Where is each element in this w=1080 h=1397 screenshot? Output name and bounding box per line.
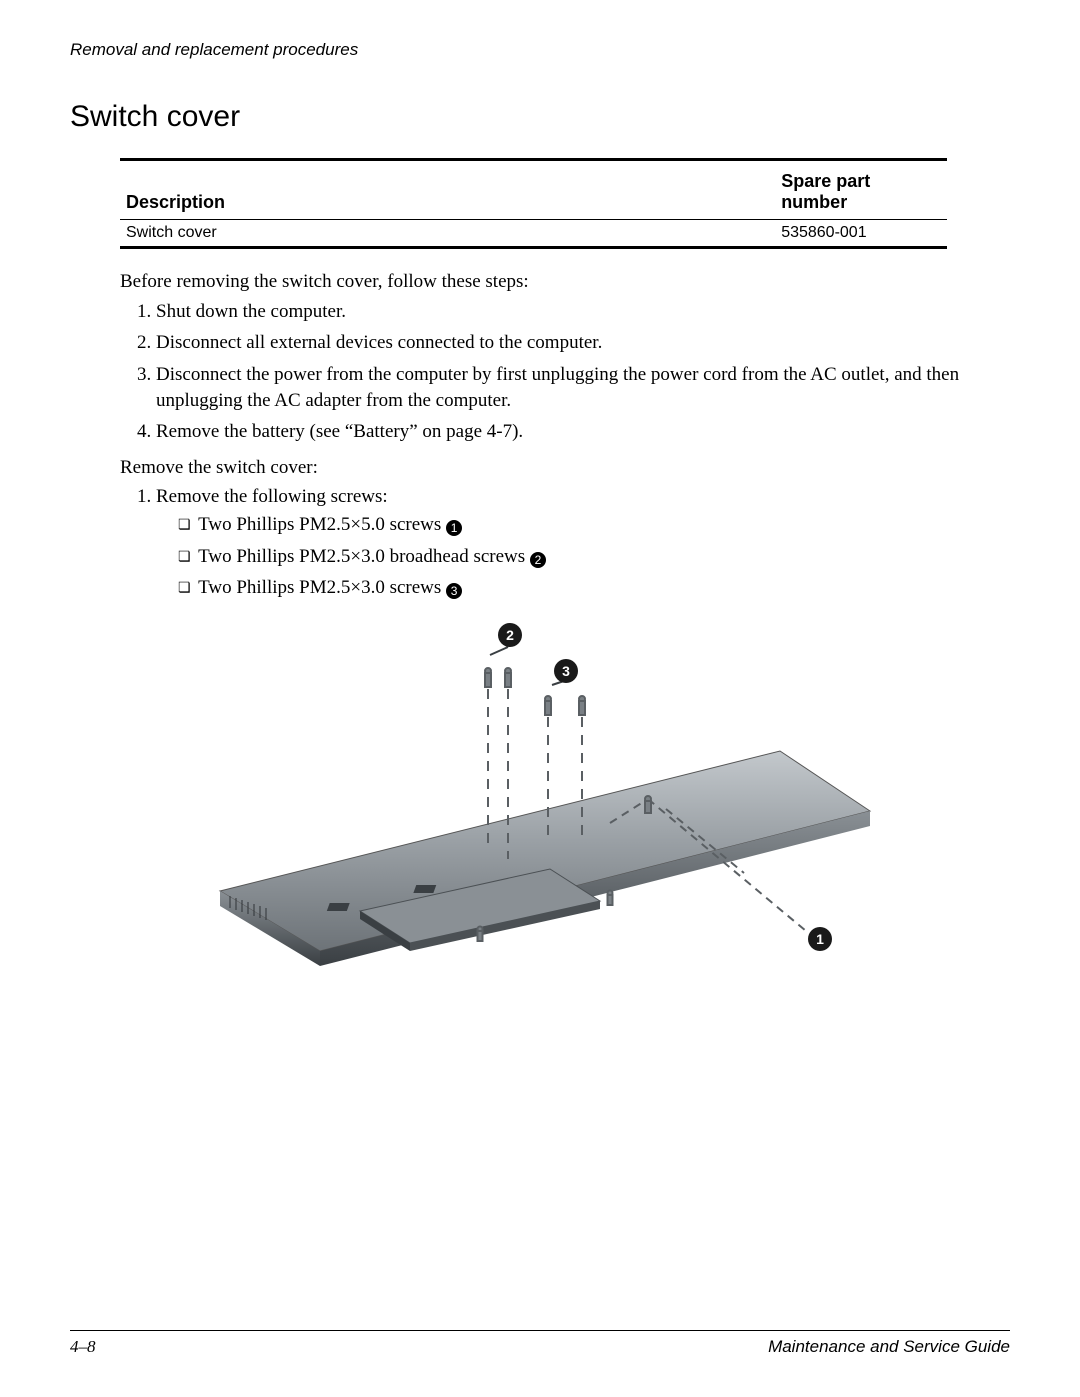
guide-title: Maintenance and Service Guide (768, 1337, 1010, 1357)
section-title: Switch cover (70, 100, 1010, 134)
list-item: Two Phillips PM2.5×3.0 broadhead screws … (178, 544, 1010, 570)
spare-parts-table: Description Spare part number Switch cov… (120, 158, 947, 249)
remove-steps-list: Remove the following screws: Two Phillip… (120, 484, 1010, 601)
list-item: Disconnect all external devices connecte… (156, 330, 1010, 356)
svg-text:1: 1 (816, 931, 824, 947)
body-text: Before removing the switch cover, follow… (120, 269, 1010, 601)
table-cell-description: Switch cover (120, 220, 775, 248)
list-item: Two Phillips PM2.5×5.0 screws 1 (178, 512, 1010, 538)
callout-icon: 1 (446, 520, 462, 536)
screw-text: Two Phillips PM2.5×3.0 screws (198, 577, 441, 598)
chapter-header: Removal and replacement procedures (70, 40, 1010, 60)
screw-list: Two Phillips PM2.5×5.0 screws 1 Two Phil… (156, 512, 1010, 601)
table-cell-partnumber: 535860-001 (775, 220, 947, 248)
svg-text:2: 2 (506, 627, 514, 643)
table-header-partnumber: Spare part number (775, 160, 947, 220)
laptop-underside-diagram: 2 3 1 (180, 611, 900, 971)
callout-icon: 3 (446, 583, 462, 599)
intro-text: Before removing the switch cover, follow… (120, 269, 1010, 295)
figure: 2 3 1 (70, 611, 1010, 971)
screw-text: Two Phillips PM2.5×5.0 screws (198, 514, 441, 535)
svg-text:3: 3 (562, 663, 570, 679)
table-row: Switch cover 535860-001 (120, 220, 947, 248)
page-number: 4–8 (70, 1337, 96, 1357)
remove-intro: Remove the switch cover: (120, 455, 1010, 481)
screw-text: Two Phillips PM2.5×3.0 broadhead screws (198, 546, 525, 567)
page-footer: 4–8 Maintenance and Service Guide (70, 1330, 1010, 1357)
list-item: Remove the battery (see “Battery” on pag… (156, 419, 1010, 445)
list-item: Remove the following screws: Two Phillip… (156, 484, 1010, 601)
list-item: Two Phillips PM2.5×3.0 screws 3 (178, 575, 1010, 601)
list-item: Disconnect the power from the computer b… (156, 362, 1010, 413)
page: Removal and replacement procedures Switc… (0, 0, 1080, 1397)
callout-icon: 2 (530, 552, 546, 568)
table-header-description: Description (120, 160, 775, 220)
pre-steps-list: Shut down the computer. Disconnect all e… (120, 299, 1010, 445)
list-item: Shut down the computer. (156, 299, 1010, 325)
step-text: Remove the following screws: (156, 486, 388, 507)
